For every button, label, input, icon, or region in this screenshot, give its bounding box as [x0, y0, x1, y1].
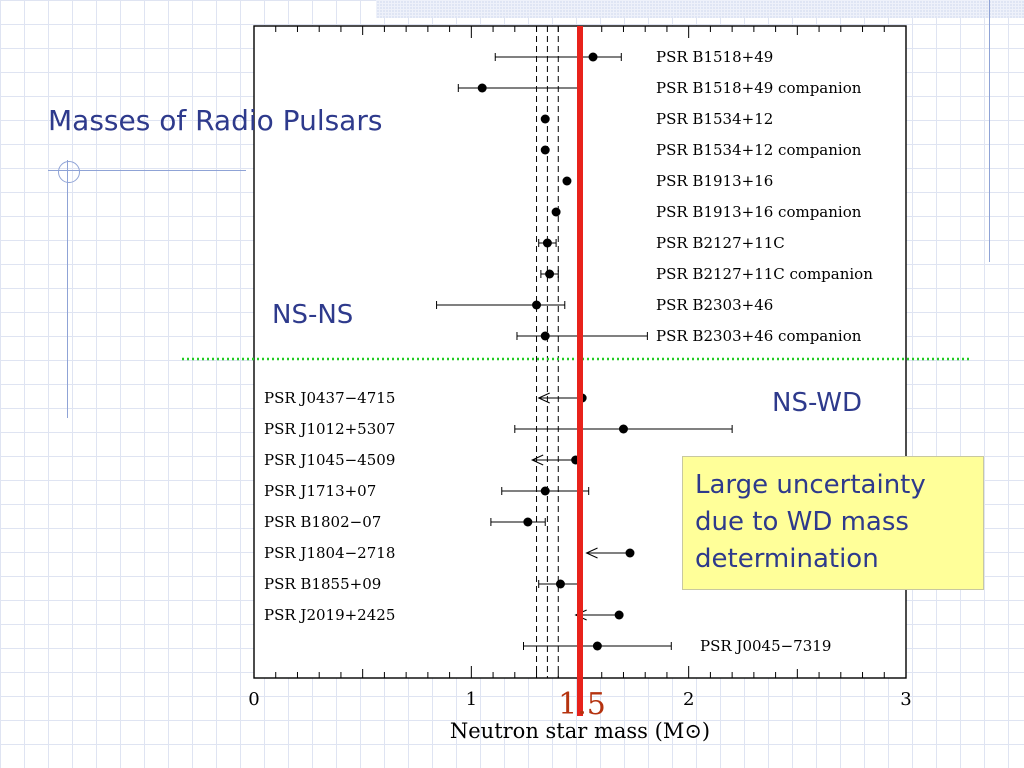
pulsar-label: PSR J1012+5307 [264, 420, 395, 438]
pulsar-label: PSR B1802−07 [264, 513, 381, 531]
mass-point [532, 300, 542, 310]
data-point-nswd-1: PSR J1012+5307 [264, 420, 733, 438]
ns-wd-label: NS-WD [772, 388, 863, 418]
mass-point [555, 579, 565, 589]
mass-point [588, 52, 598, 62]
x-tick-label: 2 [683, 689, 694, 710]
pulsar-label: PSR J1045−4509 [264, 451, 395, 469]
decor-circle [58, 161, 80, 183]
ns-ns-label: NS-NS [272, 300, 354, 330]
x-axis-label: Neutron star mass (M⊙) [450, 719, 710, 743]
pulsar-label: PSR J0437−4715 [264, 389, 395, 407]
x-tick-label: 1 [466, 689, 477, 710]
pulsar-label: PSR J0045−7319 [700, 637, 831, 655]
left-decor-vline [67, 160, 68, 418]
pulsar-label: PSR J1804−2718 [264, 544, 395, 562]
pulsar-label: PSR B2303+46 [656, 296, 773, 314]
uncertainty-callout: Large uncertainty due to WD mass determi… [682, 456, 984, 590]
pulsar-label: PSR B1534+12 [656, 110, 773, 128]
mass-point [592, 641, 602, 651]
right-decor-vline [989, 0, 990, 262]
pulsar-label: PSR B1518+49 companion [656, 79, 862, 97]
data-point-nswd-3: PSR J1713+07 [264, 482, 590, 500]
mass-point [618, 424, 628, 434]
data-point-nsns-4: PSR B1913+16 [562, 172, 773, 190]
data-point-nswd-2: PSR J1045−4509 [264, 451, 581, 469]
pulsar-label: PSR B2127+11C [656, 234, 785, 252]
slide-title: Masses of Radio Pulsars [48, 104, 383, 137]
upper-limit-arrow [537, 392, 550, 404]
x-tick-label: 3 [900, 689, 911, 710]
data-point-nsns-8: PSR B2303+46 [436, 296, 773, 314]
upper-limit-arrow [530, 454, 544, 466]
mass-point [540, 486, 550, 496]
mass-point [545, 269, 555, 279]
mass-point [523, 517, 533, 527]
pulsar-label: PSR B1855+09 [264, 575, 381, 593]
mass-point [540, 114, 550, 124]
data-point-nsns-7: PSR B2127+11C companion [540, 265, 873, 283]
data-point-nswd-4: PSR B1802−07 [264, 513, 546, 531]
marker-label: 1.5 [558, 687, 606, 722]
mass-point [562, 176, 572, 186]
data-point-nsns-6: PSR B2127+11C [538, 234, 785, 252]
pulsar-label: PSR J1713+07 [264, 482, 376, 500]
data-point-nsns-5: PSR B1913+16 companion [551, 203, 862, 221]
pulsar-label: PSR B2127+11C companion [656, 265, 873, 283]
mass-point [625, 548, 635, 558]
mass-point [540, 331, 550, 341]
top-decor-band [376, 0, 1024, 18]
pulsar-label: PSR B1518+49 [656, 48, 773, 66]
pulsar-label: PSR B1534+12 companion [656, 141, 862, 159]
mass-point [551, 207, 561, 217]
data-point-nswd-8: PSR J0045−7319 [522, 637, 831, 655]
data-point-nswd-6: PSR B1855+09 [264, 575, 583, 593]
data-point-nswd-5: PSR J1804−2718 [264, 544, 635, 562]
pulsar-label: PSR J2019+2425 [264, 606, 395, 624]
data-point-nsns-0: PSR B1518+49 [494, 48, 773, 66]
data-point-nsns-2: PSR B1534+12 [540, 110, 773, 128]
upper-limit-arrow [585, 547, 598, 559]
data-point-nsns-3: PSR B1534+12 companion [540, 141, 862, 159]
mass-point [542, 238, 552, 248]
title-underline [48, 170, 246, 171]
mass-point [540, 145, 550, 155]
pulsar-label: PSR B1913+16 [656, 172, 773, 190]
pulsar-label: PSR B1913+16 companion [656, 203, 862, 221]
mass-point [614, 610, 624, 620]
x-tick-label: 0 [248, 689, 259, 710]
mass-point [477, 83, 487, 93]
pulsar-label: PSR B2303+46 companion [656, 327, 862, 345]
